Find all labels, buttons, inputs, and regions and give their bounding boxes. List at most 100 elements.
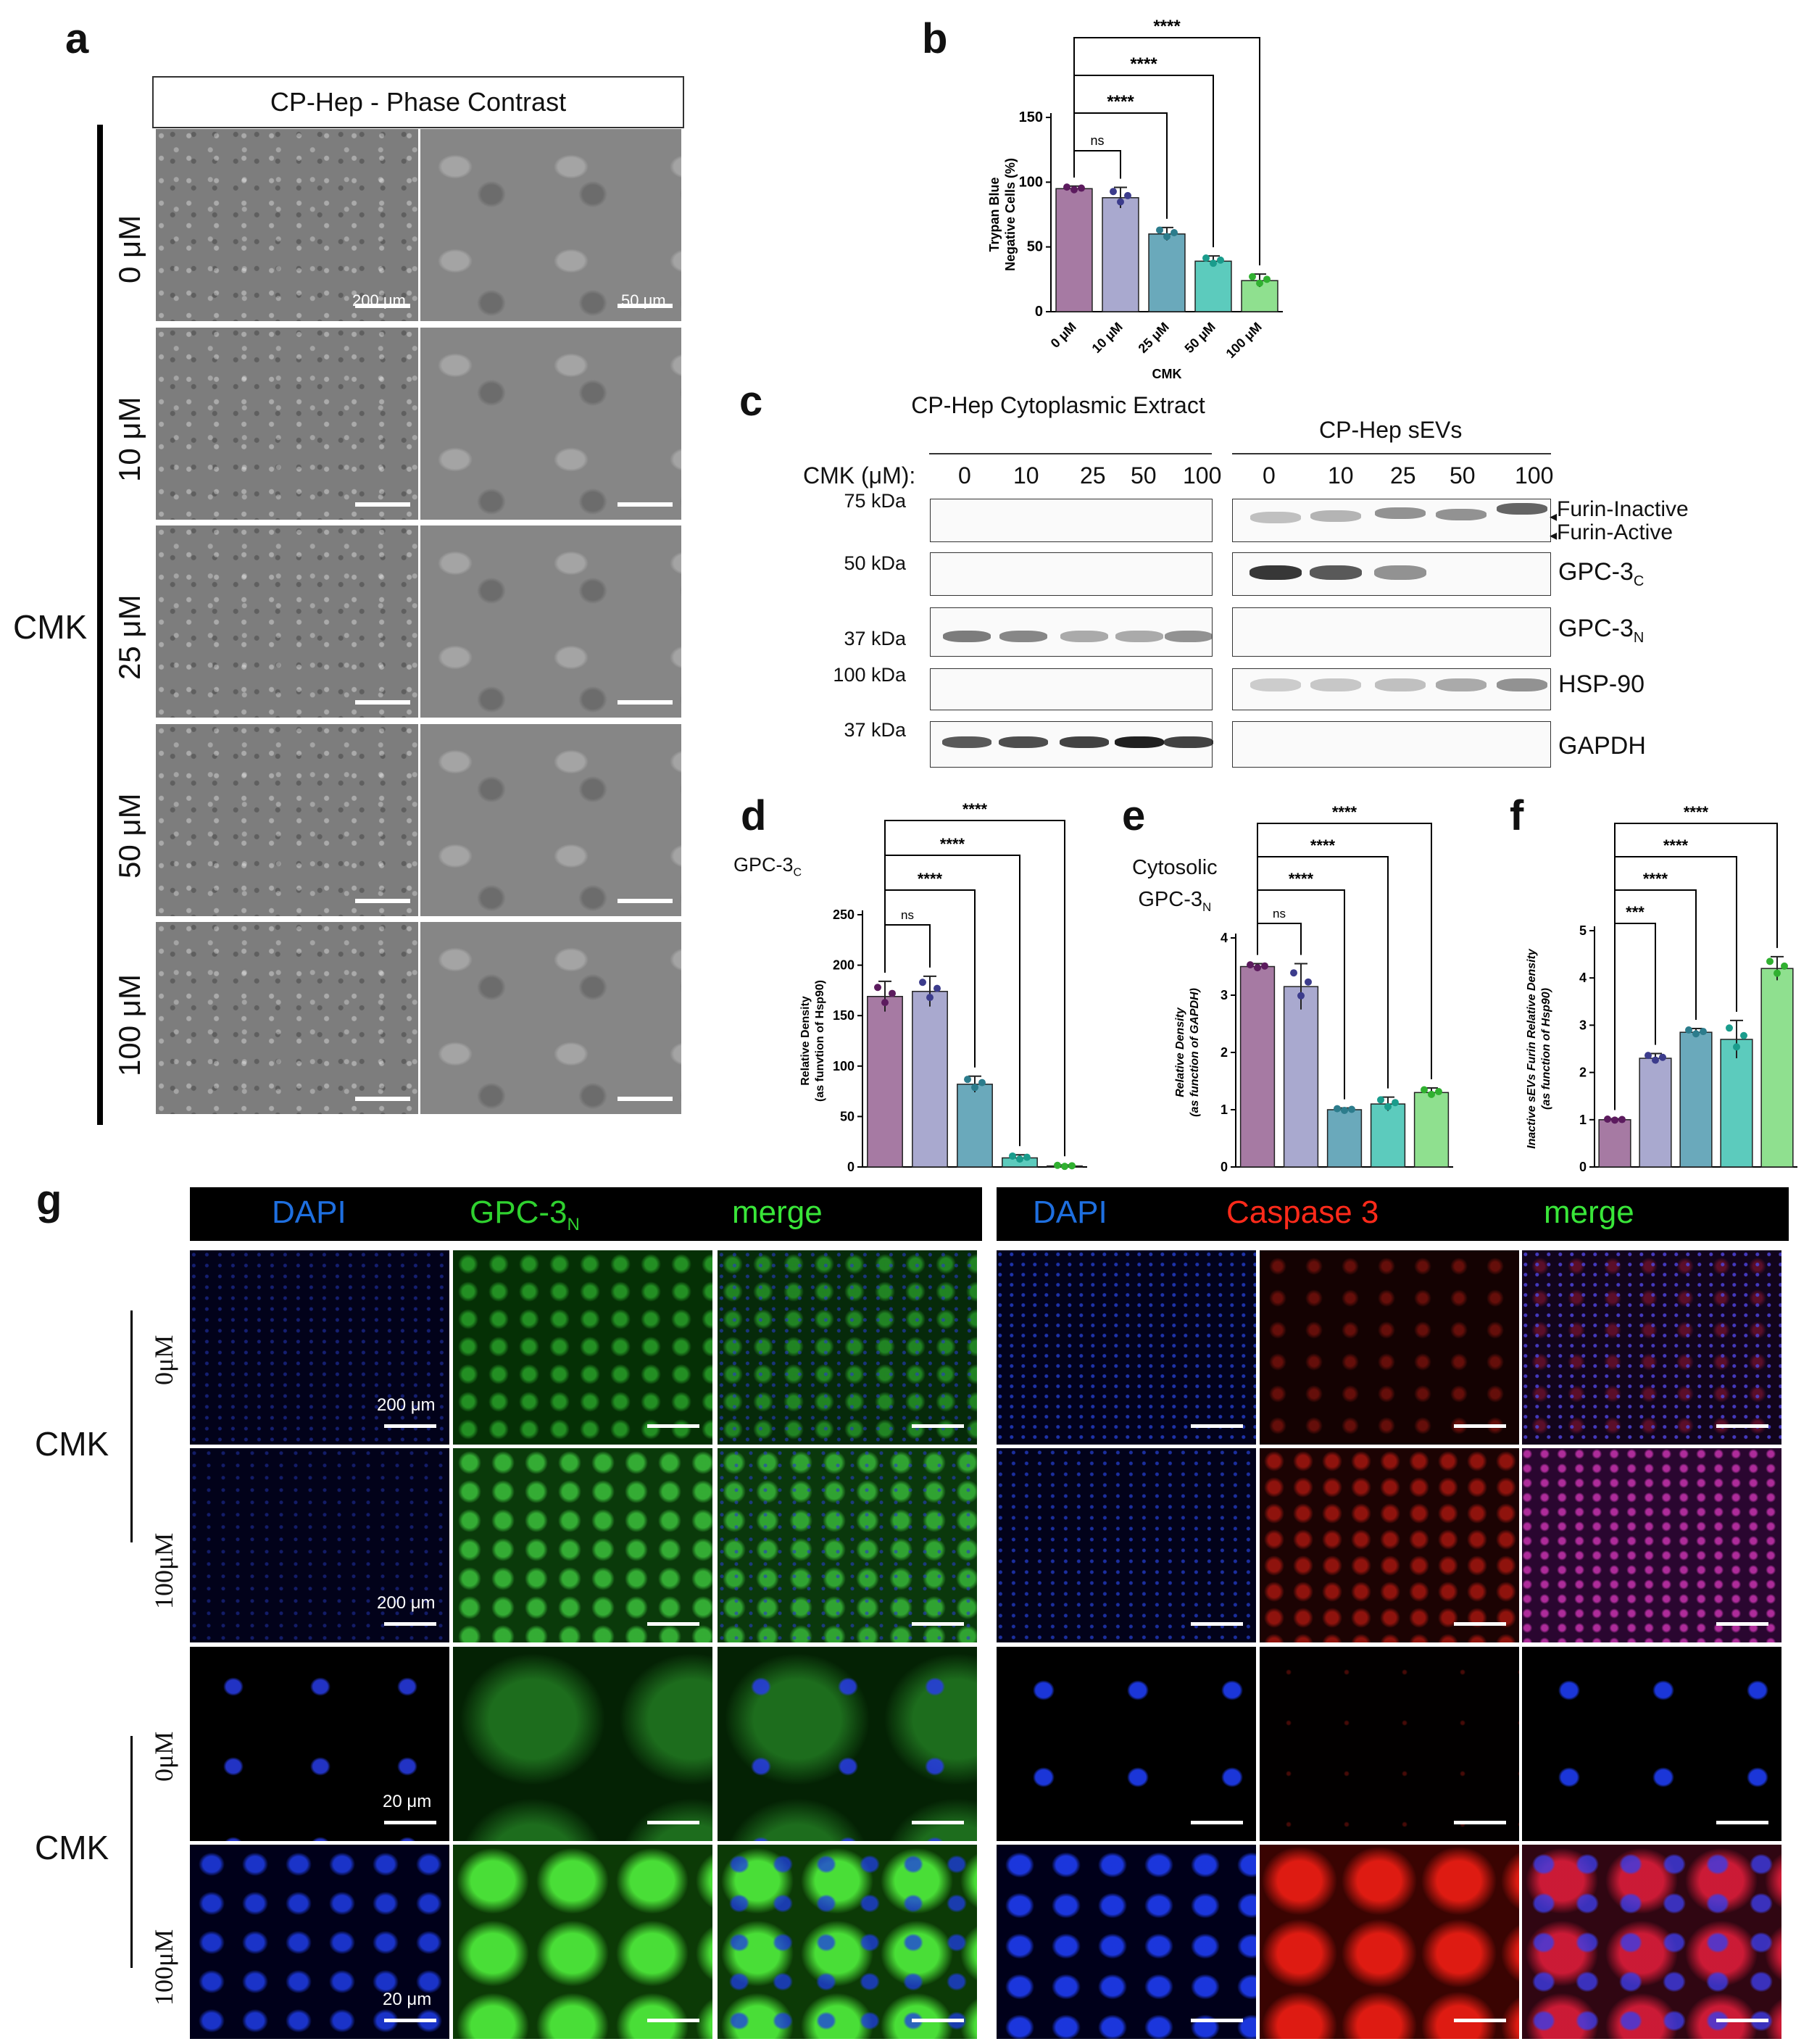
fluorescence-tile-0-3	[997, 1250, 1256, 1445]
scale-bar	[618, 899, 673, 903]
band	[1374, 565, 1426, 580]
data-point	[1290, 969, 1297, 977]
x-axis-label: CMK	[1152, 367, 1182, 381]
significance-label: ****	[1663, 836, 1689, 855]
scale-bar	[355, 1097, 410, 1101]
band-label-gpc3n-sub: N	[1633, 629, 1645, 646]
band	[1250, 512, 1301, 523]
g-cmk-label-1: CMK	[35, 1425, 109, 1463]
scale-bar	[355, 304, 410, 308]
y-tick-label: 100	[833, 1059, 855, 1073]
panel-a-title: CP-Hep - Phase Contrast	[152, 76, 684, 128]
band-label-furin-inactive: Furin-Inactive	[1557, 497, 1689, 521]
data-point	[1054, 1161, 1061, 1169]
data-point	[1163, 233, 1171, 241]
panel-a-image-high-1	[420, 328, 681, 520]
y-axis-label: (as function of GAPDH)	[1189, 988, 1201, 1117]
panel-a-title-text: CP-Hep - Phase Contrast	[270, 87, 567, 117]
g-scalebar-text-4: 20 μm	[383, 1990, 432, 2009]
bar-1	[1283, 986, 1319, 1168]
fluorescence-tile-0-0	[190, 1250, 449, 1445]
band	[1164, 736, 1213, 748]
scale-bar	[1716, 2019, 1768, 2022]
scale-bar	[647, 1821, 699, 1824]
lane-label-right-3: 50	[1450, 462, 1476, 489]
y-tick-label: 100	[1019, 174, 1043, 190]
data-point	[1685, 1026, 1692, 1034]
data-point	[881, 999, 889, 1007]
y-tick-label: 200	[833, 958, 855, 973]
data-point	[1256, 279, 1263, 287]
data-point	[1124, 191, 1131, 199]
wb-right-header-line	[1232, 453, 1551, 454]
bar-1	[1639, 1058, 1672, 1168]
g-left-header-1: GPC-3N	[470, 1195, 580, 1235]
lane-label-left-0: 0	[958, 462, 971, 489]
significance-label: ****	[1684, 803, 1709, 821]
scale-bar	[1716, 1821, 1768, 1824]
significance-label: ****	[1153, 17, 1181, 36]
bar-3	[1720, 1039, 1753, 1168]
panel-a-image-low-3	[156, 724, 418, 916]
scale-bar	[647, 1622, 699, 1626]
panel-a-image-high-2	[420, 525, 681, 718]
fluorescence-tile-2-2	[718, 1647, 977, 1841]
data-point	[1781, 962, 1788, 970]
lane-label-right-0: 0	[1263, 462, 1276, 489]
band-label-gpc3c-text: GPC-3	[1558, 558, 1634, 586]
g-scalebar-text-1: 200 μm	[377, 1395, 436, 1415]
wb-left-header: CP-Hep Cytoplasmic Extract	[906, 391, 1210, 419]
lane-label-left-3: 50	[1131, 462, 1157, 489]
bar-0	[1598, 1119, 1631, 1168]
significance-label: ns	[1090, 133, 1104, 148]
bar-4	[1760, 968, 1794, 1168]
band	[999, 631, 1047, 642]
band-label-hsp90: HSP-90	[1558, 670, 1645, 698]
panel-label-a: a	[65, 15, 89, 62]
lane-label-left-4: 100	[1183, 462, 1222, 489]
fluorescence-tile-2-1	[453, 1647, 712, 1841]
fluorescence-tile-0-5	[1522, 1250, 1781, 1445]
y-tick-label: 250	[833, 907, 855, 922]
scale-bar	[1454, 2019, 1506, 2022]
band-label-gpc3n: GPC-3N	[1558, 615, 1644, 647]
scale-bar	[384, 2019, 436, 2022]
y-axis-label: Negative Cells (%)	[1003, 158, 1018, 271]
panel-d-title: GPC-3C	[733, 854, 802, 879]
panel-a-image-high-3	[420, 724, 681, 916]
data-point	[1700, 1028, 1707, 1036]
kda-marker-2: 37 kDa	[844, 628, 906, 649]
fluorescence-tile-3-0	[190, 1845, 449, 2039]
significance-label: ****	[1310, 836, 1336, 855]
data-point	[1604, 1116, 1611, 1123]
data-point	[1618, 1116, 1626, 1123]
band	[1250, 678, 1301, 691]
data-point	[1110, 188, 1117, 196]
data-point	[1023, 1153, 1031, 1161]
g-row-label-1: 100μM	[149, 1532, 178, 1609]
chart-d: 0501001502002500μM10μM25μM50μmM100μMns**…	[799, 800, 1087, 1174]
y-axis-label: (as funvtion of Hsp90)	[814, 980, 826, 1102]
data-point	[1766, 957, 1774, 965]
bar-2	[1148, 233, 1186, 312]
fluorescence-tile-1-0	[190, 1448, 449, 1642]
lane-label-right-2: 25	[1390, 462, 1416, 489]
data-point	[1341, 1106, 1348, 1114]
data-point	[1774, 969, 1781, 977]
x-tick-label: 0 μM	[1048, 320, 1079, 351]
wb-right-header: CP-Hep sEVs	[1319, 417, 1463, 443]
data-point	[1726, 1024, 1733, 1032]
fluorescence-tile-2-5	[1522, 1647, 1781, 1841]
band	[1375, 678, 1426, 691]
fluorescence-tile-3-1	[453, 1845, 712, 2039]
data-point	[1421, 1086, 1428, 1094]
lane-label-left-2: 25	[1080, 462, 1106, 489]
fluorescence-tile-3-4	[1260, 1845, 1519, 2039]
y-axis-label: Inactive sEVs Furin Relative Density	[1526, 948, 1538, 1149]
data-point	[919, 979, 926, 986]
panel-a-row-label-4: 100 μM	[112, 973, 146, 1076]
lane-label-right-1: 10	[1328, 462, 1354, 489]
y-tick-label: 150	[1019, 109, 1043, 125]
significance-label: ****	[940, 835, 965, 853]
band	[1375, 507, 1426, 519]
